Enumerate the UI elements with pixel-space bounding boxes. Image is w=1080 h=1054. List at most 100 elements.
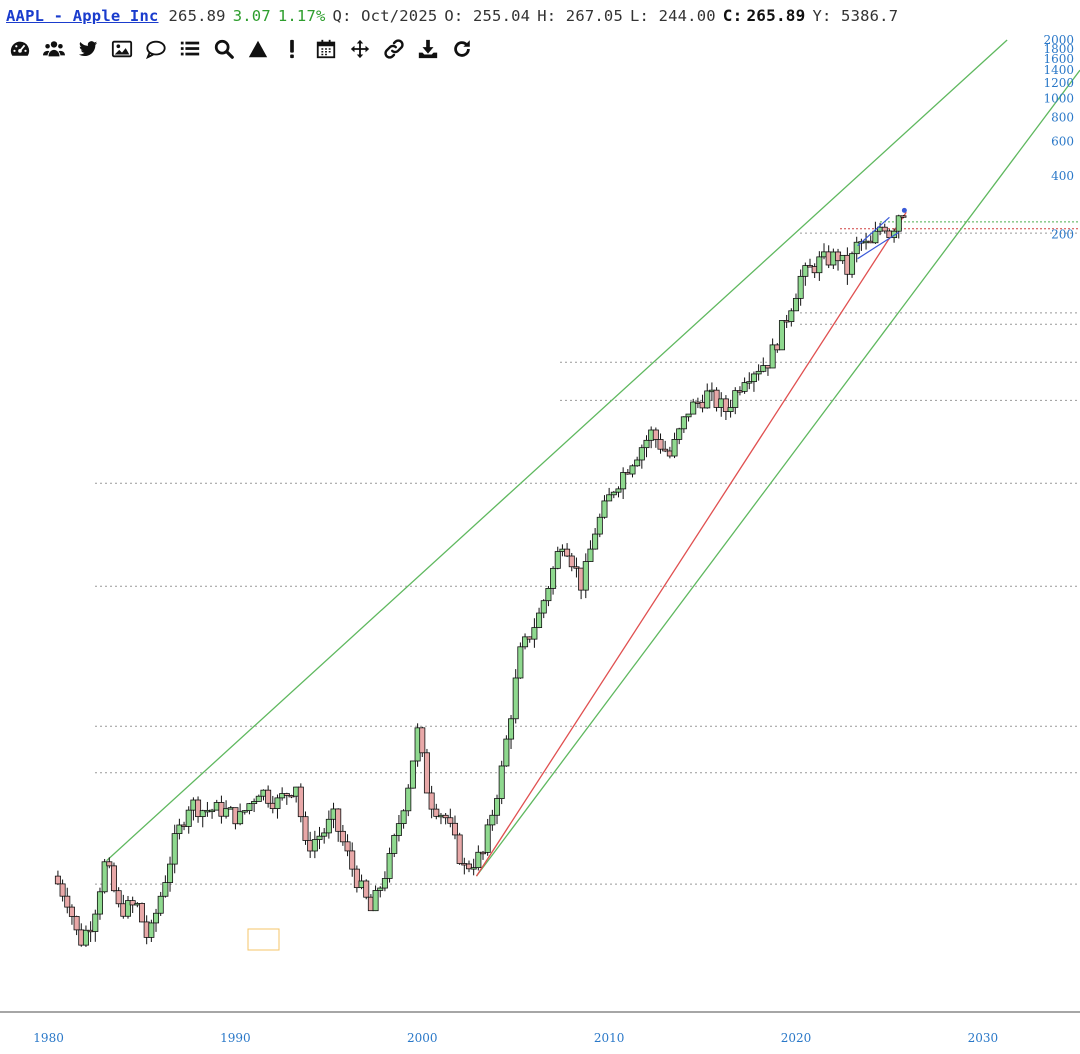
price-change-pct: 1.17% — [277, 7, 326, 25]
candle-body — [587, 548, 594, 562]
trendline — [475, 69, 1080, 877]
triangle-icon[interactable] — [244, 36, 272, 62]
candle-body — [447, 817, 454, 824]
period-label: Q: Oct/2025 — [332, 7, 438, 25]
candle-body — [755, 370, 762, 375]
candle-body — [335, 808, 342, 832]
candle-body — [372, 890, 379, 912]
last-price: 265.89 — [168, 7, 226, 25]
candle-body — [760, 365, 767, 372]
candle-body — [792, 297, 799, 312]
candle-body — [353, 868, 360, 889]
candle-body — [110, 865, 117, 892]
candle-body — [465, 863, 472, 870]
candle-body — [722, 398, 729, 412]
candle-body — [209, 809, 216, 813]
y-tick-label: 1600 — [1043, 52, 1074, 66]
candle-body — [157, 895, 164, 914]
last-price-marker — [901, 207, 907, 213]
candle-body — [746, 381, 753, 384]
candle-body — [167, 863, 174, 883]
calendar-icon[interactable] — [312, 36, 340, 62]
exclamation-icon[interactable] — [278, 36, 306, 62]
candle-body — [162, 882, 169, 897]
candle-body — [442, 814, 449, 819]
close-label: C: — [722, 6, 743, 25]
dashboard-icon[interactable] — [6, 36, 34, 62]
candle-body — [802, 265, 809, 277]
trendline — [475, 211, 907, 877]
list-icon[interactable] — [176, 36, 204, 62]
candle-body — [517, 646, 524, 679]
download-icon[interactable] — [414, 36, 442, 62]
candle-body — [391, 835, 398, 854]
candle-body — [676, 428, 683, 440]
close-value: 265.89 — [746, 6, 806, 25]
candle-body — [195, 799, 202, 818]
candle-body — [470, 867, 477, 870]
channel-line — [857, 231, 900, 260]
candle-body — [484, 824, 491, 853]
x-tick-label: 2000 — [407, 1031, 438, 1045]
candle-body — [400, 810, 407, 825]
y-tick-label: 1800 — [1043, 42, 1074, 56]
candle-body — [96, 891, 103, 915]
candle-body — [302, 816, 309, 841]
candle-body — [325, 818, 332, 834]
candle-body — [680, 416, 687, 430]
candle-body — [853, 241, 860, 255]
candle-body — [797, 275, 804, 299]
link-icon[interactable] — [380, 36, 408, 62]
toolbar — [6, 36, 476, 62]
candle-body — [456, 834, 463, 864]
candle-body — [381, 878, 388, 889]
candle-body — [255, 795, 262, 802]
candle-body — [638, 447, 645, 461]
x-tick-label: 2030 — [968, 1031, 999, 1045]
candle-body — [54, 875, 61, 885]
candle-body — [620, 472, 627, 490]
y-tick-label: 1200 — [1043, 76, 1074, 90]
candle-body — [545, 588, 552, 602]
candle-body — [512, 677, 519, 720]
move-icon[interactable] — [346, 36, 374, 62]
candle-body — [92, 913, 99, 932]
candle-body — [423, 752, 430, 794]
candle-body — [662, 448, 669, 452]
candle-body — [606, 494, 613, 502]
users-icon[interactable] — [40, 36, 68, 62]
candle-body — [433, 808, 440, 817]
candle-body — [251, 801, 258, 805]
x-tick-label: 2010 — [594, 1031, 625, 1045]
candle-body — [386, 853, 393, 879]
candle-body — [769, 344, 776, 369]
candle-body — [727, 407, 734, 412]
candle-body — [615, 488, 622, 493]
candle-body — [241, 810, 248, 813]
candle-body — [339, 830, 346, 843]
candle-body — [704, 390, 711, 409]
candle-body — [176, 824, 183, 835]
symbol-link[interactable]: AAPL - Apple Inc — [6, 7, 159, 25]
candle-body — [573, 566, 580, 569]
candle-body — [634, 459, 641, 467]
high-value: H: 267.05 — [537, 7, 623, 25]
refresh-icon[interactable] — [448, 36, 476, 62]
twitter-icon[interactable] — [74, 36, 102, 62]
search-icon[interactable] — [210, 36, 238, 62]
candle-body — [498, 765, 505, 799]
candle-body — [297, 786, 304, 818]
candle-body — [311, 839, 318, 852]
image-icon[interactable] — [108, 36, 136, 62]
candle-body — [554, 551, 561, 569]
candle-body — [601, 500, 608, 518]
candle-body — [671, 439, 678, 457]
candle-body — [872, 230, 879, 244]
candle-body — [750, 373, 757, 383]
candle-body — [129, 900, 136, 906]
comment-icon[interactable] — [142, 36, 170, 62]
candle-body — [139, 903, 146, 923]
candle-body — [582, 561, 589, 591]
candle-body — [451, 822, 458, 836]
